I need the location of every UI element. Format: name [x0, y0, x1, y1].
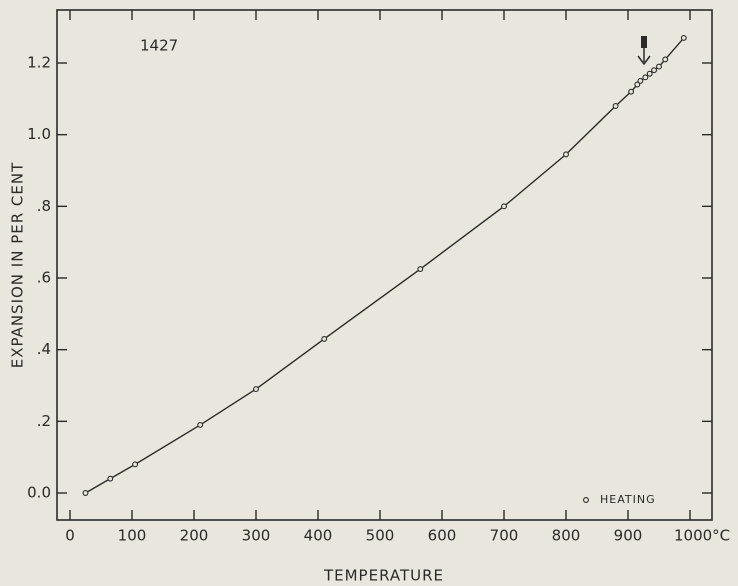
data-point	[563, 151, 569, 158]
data-point	[637, 77, 644, 84]
data-point	[501, 203, 507, 210]
data-point	[197, 421, 204, 428]
data-point	[651, 67, 657, 74]
data-point	[646, 70, 653, 77]
y-tick-label: .4	[37, 340, 51, 358]
chart-annotation: 1427	[140, 37, 178, 55]
y-tick-label: .2	[37, 412, 51, 430]
data-point	[612, 103, 619, 109]
x-axis-label: TEMPERATURE	[323, 567, 444, 585]
x-tick-label: 900	[614, 527, 643, 545]
y-tick-label: .8	[37, 197, 51, 215]
data-point	[82, 490, 89, 496]
x-tick-label: 200	[180, 527, 209, 545]
x-tick-label: 100	[118, 527, 147, 545]
x-tick-label: 500	[366, 527, 395, 545]
data-point	[253, 386, 259, 393]
x-tick-label: 1000°C	[674, 527, 730, 545]
x-tick-label: 800	[552, 527, 581, 545]
data-point	[628, 88, 635, 95]
data-point	[662, 56, 669, 63]
data-point	[132, 461, 139, 468]
y-tick-label: 1.2	[27, 54, 51, 72]
x-tick-label: 400	[304, 527, 333, 545]
data-point	[680, 34, 687, 41]
x-tick-label: 300	[242, 527, 271, 545]
x-tick-label: 600	[428, 527, 457, 545]
y-tick-label: 1.0	[27, 125, 51, 143]
y-tick-label: 0.0	[27, 484, 51, 502]
data-point	[321, 335, 328, 342]
x-tick-label: 700	[490, 527, 519, 545]
data-point	[642, 74, 649, 81]
plot-frame	[56, 9, 713, 521]
legend-marker	[583, 497, 589, 503]
y-axis-label: EXPANSION IN PER CENT	[9, 162, 27, 369]
legend-label: HEATING	[600, 493, 656, 506]
x-tick-label: 0	[65, 527, 75, 545]
data-point	[634, 81, 641, 88]
data-point	[656, 63, 662, 70]
data-point	[107, 475, 114, 482]
curve	[85, 37, 685, 494]
data-point	[417, 266, 424, 272]
y-tick-label: .6	[37, 269, 51, 287]
arrow	[637, 36, 651, 66]
